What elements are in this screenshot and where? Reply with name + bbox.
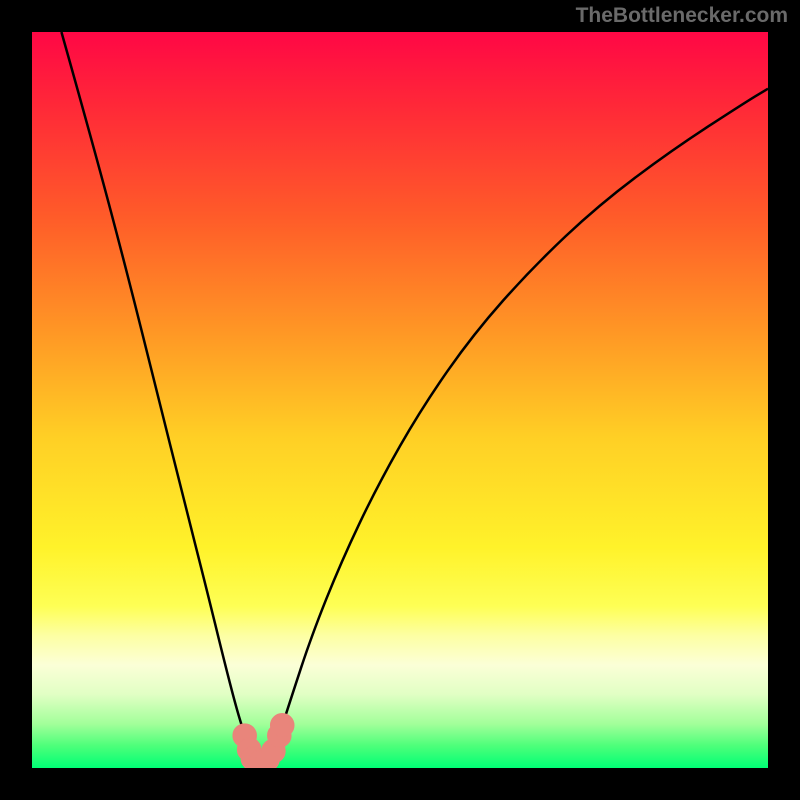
watermark-text: TheBottlenecker.com	[576, 4, 788, 28]
gradient-background	[32, 32, 768, 768]
plot-area	[32, 32, 768, 768]
marker-point	[270, 714, 294, 738]
chart-container: TheBottlenecker.com	[0, 0, 800, 800]
